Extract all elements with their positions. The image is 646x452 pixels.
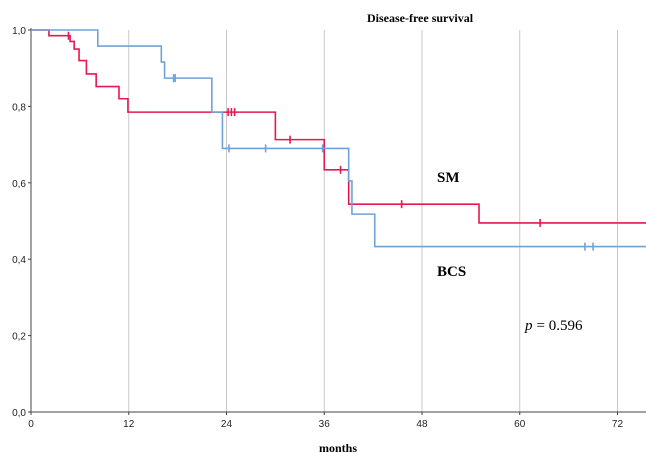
x-tick-label: 0 — [28, 419, 34, 430]
tick-labels: 0,0 0,2 0,4 0,6 0,8 1,0 0 12 24 36 48 60 72 — [12, 26, 623, 430]
p-symbol: p — [524, 318, 533, 334]
y-tick-label: 0,0 — [12, 408, 26, 419]
series-label-bcs: BCS — [437, 264, 466, 280]
y-tick-label: 0,6 — [12, 179, 26, 190]
series-label-sm: SM — [437, 170, 460, 186]
x-tick-label: 60 — [514, 419, 526, 430]
series-layer — [31, 29, 646, 251]
series-line-bcs — [31, 29, 646, 248]
y-tick-label: 0,2 — [12, 332, 26, 343]
x-tick-label: 48 — [416, 419, 428, 430]
x-tick-label: 72 — [612, 419, 624, 430]
y-tick-label: 1,0 — [12, 26, 26, 37]
series-line-sm — [31, 29, 646, 224]
y-tick-label: 0,8 — [12, 102, 26, 113]
x-tick-label: 36 — [319, 419, 331, 430]
y-tick-label: 0,4 — [12, 255, 26, 266]
p-value-annotation: p = 0.596 — [524, 318, 583, 334]
x-tick-label: 24 — [221, 419, 233, 430]
x-tick-label: 12 — [123, 419, 135, 430]
axes — [28, 28, 646, 415]
chart-title: Disease-free survival — [367, 11, 474, 25]
x-axis-label: months — [319, 441, 357, 452]
p-value-text: = 0.596 — [537, 318, 583, 334]
gridlines — [128, 30, 618, 412]
